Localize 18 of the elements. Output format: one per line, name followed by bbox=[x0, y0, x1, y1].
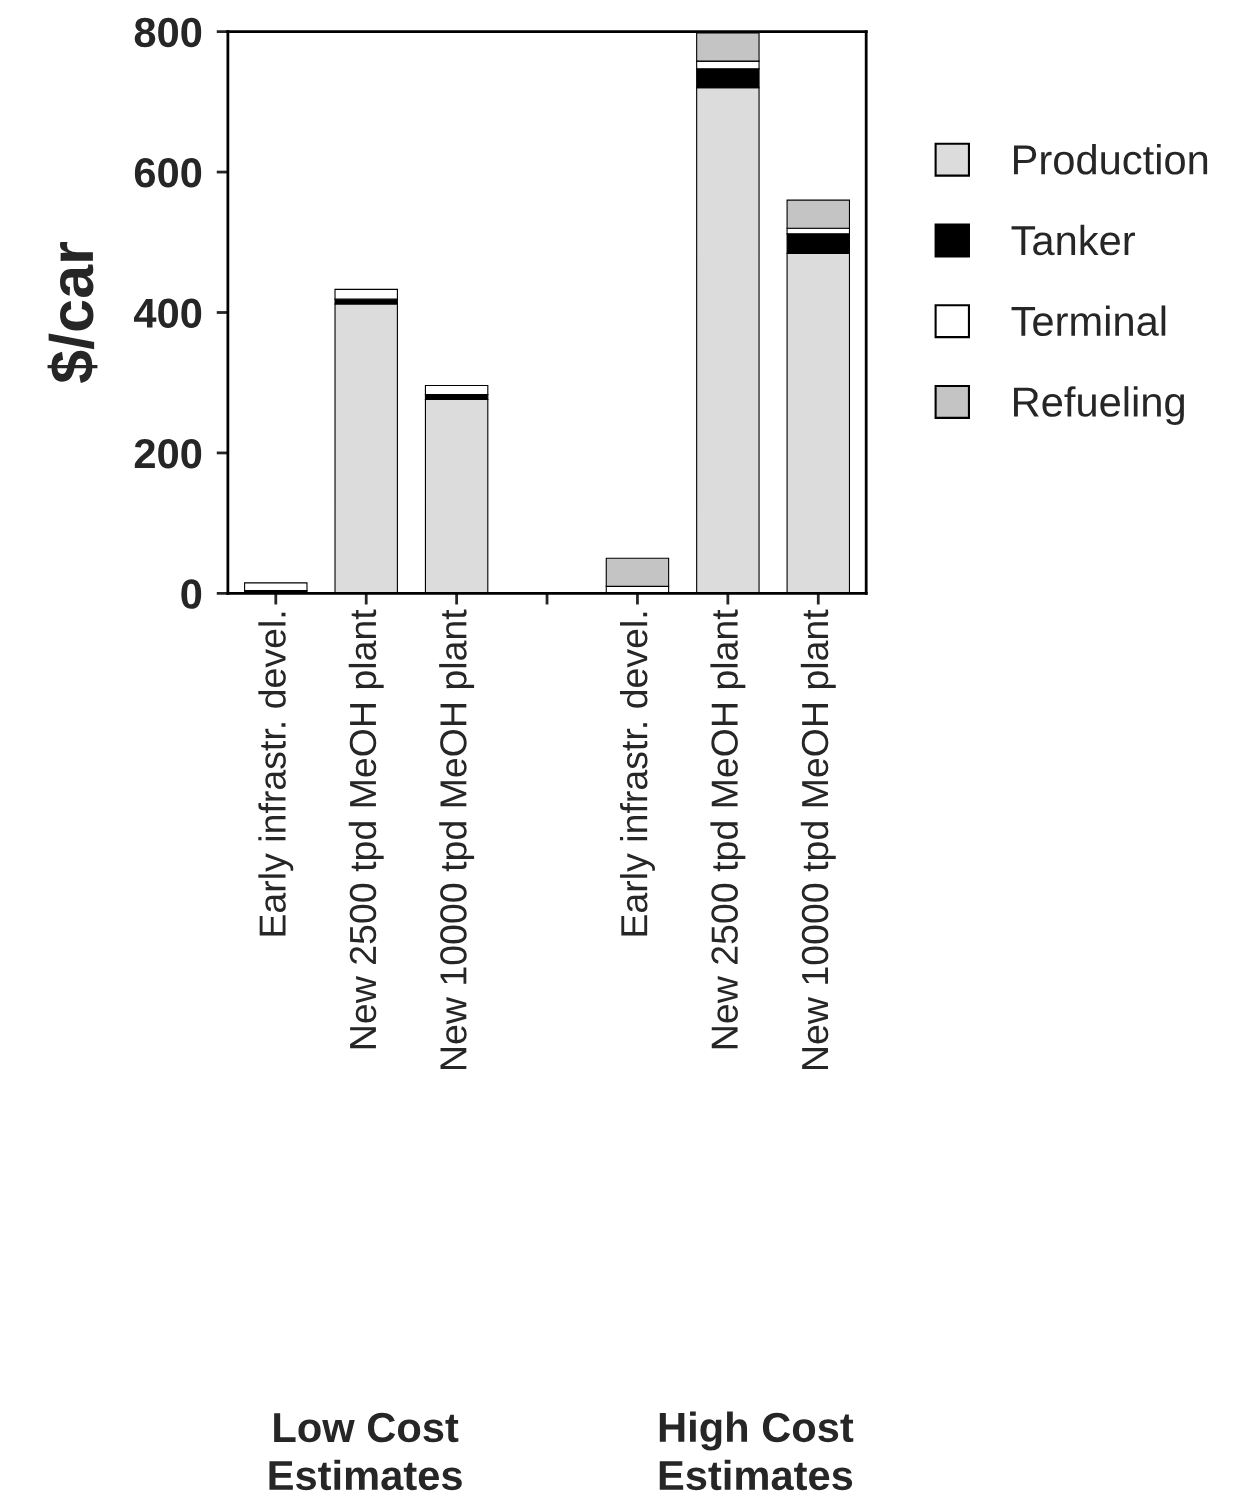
legend-label: Tanker bbox=[1011, 224, 1135, 256]
x-tick-label: New 2500 tpd MeOH plant bbox=[710, 609, 746, 1049]
legend-label: Refueling bbox=[1014, 386, 1184, 426]
legend-label: Terminal bbox=[1011, 305, 1166, 337]
y-tick-label: 0 bbox=[181, 579, 202, 609]
y-tick-label: 200 bbox=[134, 438, 202, 469]
y-tick-label: 800 bbox=[134, 17, 202, 48]
y-axis-title: $/car bbox=[47, 242, 98, 384]
x-tick-label: New 10000 tpd MeOH plant bbox=[439, 609, 475, 1069]
text: High Cost Estimates bbox=[659, 1411, 854, 1491]
x-tick-label: Early infrastr. devel. bbox=[619, 612, 655, 936]
x-tick-label: Early infrastr. devel. bbox=[258, 612, 294, 936]
legend-label: Production bbox=[1014, 144, 1208, 175]
text: Low Cost Estimates bbox=[269, 1412, 462, 1491]
y-tick-label: 600 bbox=[134, 158, 202, 188]
x-tick-label: New 2500 tpd MeOH plant bbox=[348, 609, 384, 1049]
y-tick-label: 400 bbox=[134, 298, 202, 328]
x-tick-label: New 10000 tpd MeOH plant bbox=[800, 609, 836, 1069]
